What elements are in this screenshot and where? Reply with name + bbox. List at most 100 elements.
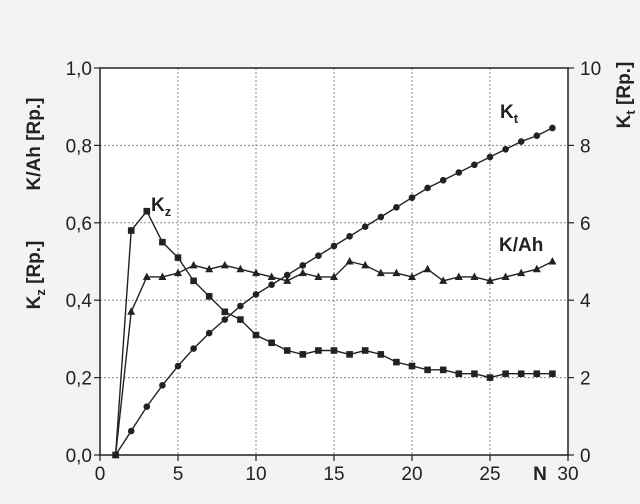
data-point <box>220 260 229 269</box>
data-point <box>143 403 151 410</box>
data-point <box>502 145 509 153</box>
data-point <box>532 264 541 273</box>
y-left-tick-label: 0,4 <box>66 291 93 312</box>
y-left-tick-label: 0,6 <box>66 214 92 235</box>
data-point <box>439 366 447 374</box>
data-point <box>205 329 213 337</box>
data-point <box>252 291 260 298</box>
data-point <box>252 331 260 339</box>
data-point <box>299 262 307 269</box>
data-point <box>127 427 135 435</box>
y-right-tick-label: 4 <box>580 291 591 312</box>
data-point <box>330 272 338 280</box>
data-point <box>549 370 556 378</box>
data-point <box>314 272 323 280</box>
series-label-k-ah: K/Ah <box>499 235 543 256</box>
data-point <box>283 276 292 284</box>
x-tick-label: 30 <box>557 464 578 485</box>
data-point <box>221 316 229 323</box>
y-left-tick-label: 1,0 <box>66 59 92 80</box>
data-point <box>423 264 432 273</box>
data-point <box>298 268 307 277</box>
data-point <box>345 257 354 265</box>
data-point <box>299 351 307 358</box>
y-left-label-bottom: Kz [Rp.] <box>24 241 48 310</box>
data-point <box>408 362 416 370</box>
y-right-tick-label: 10 <box>580 59 601 80</box>
data-point <box>315 347 322 354</box>
data-point <box>346 351 353 358</box>
data-point <box>361 347 369 354</box>
data-point <box>283 271 291 279</box>
data-point <box>315 252 322 259</box>
y-left-tick-label: 0,8 <box>66 136 92 157</box>
data-point <box>454 272 463 280</box>
data-point <box>392 268 401 277</box>
x-axis-label: N <box>533 464 547 485</box>
data-point <box>548 257 557 265</box>
data-point <box>330 242 338 250</box>
data-point <box>237 316 244 323</box>
data-point <box>517 268 526 277</box>
data-point <box>455 169 463 176</box>
data-point <box>268 281 275 289</box>
data-point <box>470 272 479 280</box>
data-point <box>127 307 136 315</box>
data-point <box>408 272 416 280</box>
data-point <box>533 132 541 140</box>
data-point <box>127 227 135 234</box>
data-point <box>408 194 416 201</box>
data-point <box>393 204 400 211</box>
data-point <box>221 308 229 316</box>
data-point <box>393 358 400 366</box>
data-point <box>159 382 166 389</box>
data-point <box>174 254 182 261</box>
data-point <box>502 370 509 378</box>
data-point <box>268 339 275 347</box>
data-point <box>252 268 260 277</box>
data-point <box>346 233 353 240</box>
data-point <box>486 153 494 161</box>
data-point <box>377 351 385 358</box>
data-point <box>189 260 198 269</box>
data-point <box>361 223 369 230</box>
x-tick-label: 20 <box>401 464 422 485</box>
data-point <box>439 176 447 184</box>
data-point <box>377 213 385 221</box>
data-point <box>143 207 151 215</box>
data-point <box>267 272 276 280</box>
series-label-kt: Kt <box>500 102 519 126</box>
data-point <box>142 272 151 280</box>
data-point <box>533 370 541 378</box>
data-point <box>486 374 494 381</box>
data-point <box>517 370 525 378</box>
data-point <box>486 276 494 284</box>
data-point <box>549 124 556 132</box>
data-point <box>361 260 370 269</box>
y-right-tick-label: 2 <box>580 369 591 390</box>
data-point <box>159 238 166 246</box>
data-point <box>236 264 245 273</box>
x-tick-label: 15 <box>323 464 344 485</box>
series-label-kz: Kz <box>151 195 172 219</box>
y-left-tick-label: 0,2 <box>66 369 92 390</box>
y-left-label-top: K/Ah [Rp.] <box>24 98 45 191</box>
x-tick-label: 10 <box>245 464 266 485</box>
data-point <box>283 347 291 354</box>
y-right-tick-label: 6 <box>580 214 591 235</box>
data-point <box>158 272 167 280</box>
x-tick-label: 0 <box>95 464 106 485</box>
data-point <box>455 370 463 378</box>
data-point <box>517 138 525 145</box>
data-point <box>330 347 338 354</box>
data-point <box>439 276 448 284</box>
data-point <box>471 161 478 169</box>
data-point <box>501 272 510 280</box>
data-point <box>471 370 478 378</box>
y-right-tick-label: 0 <box>580 446 591 467</box>
data-point <box>190 277 197 285</box>
data-point <box>376 268 385 277</box>
x-tick-label: 5 <box>173 464 184 485</box>
